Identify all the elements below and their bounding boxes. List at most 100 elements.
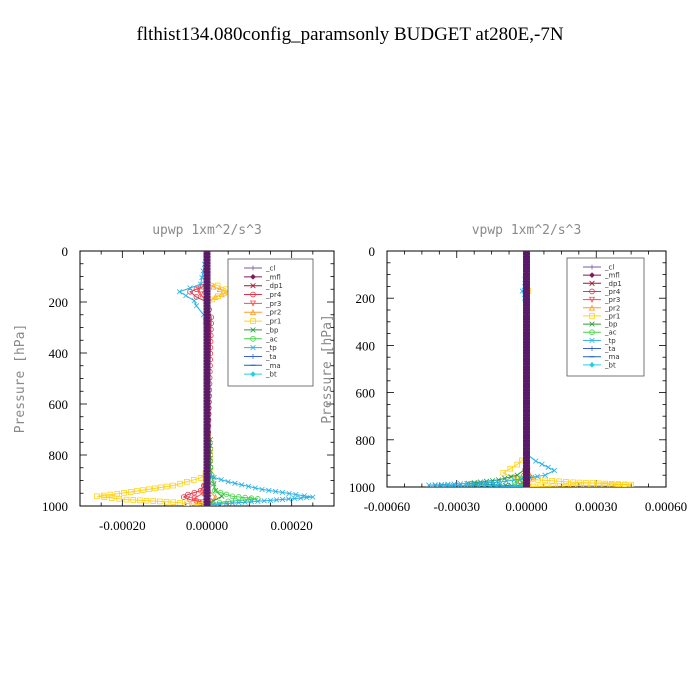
zero-profile-marker <box>203 283 211 287</box>
zero-profile-marker <box>203 448 211 452</box>
series-marker-tp <box>488 483 494 487</box>
series-marker-tp <box>494 483 500 487</box>
panel-title: vpwp 1xm^2/s^3 <box>472 223 582 238</box>
zero-profile-marker <box>523 328 530 332</box>
zero-profile-marker <box>203 258 211 262</box>
zero-profile-marker <box>203 384 211 388</box>
series-marker-pr3 <box>191 495 198 502</box>
zero-profile-marker <box>523 439 530 443</box>
series-marker-tp <box>533 458 539 464</box>
series-marker-pr1 <box>170 499 176 505</box>
zero-profile-marker <box>523 345 530 349</box>
series-marker-tp <box>266 487 272 494</box>
series-marker-tp <box>451 481 457 487</box>
zero-profile-marker <box>203 310 211 314</box>
legend-marker <box>589 346 595 351</box>
series-marker-pr1 <box>170 482 176 489</box>
zero-profile-marker <box>523 263 530 267</box>
legend-entry: _tp <box>604 337 616 345</box>
zero-profile-marker <box>203 408 211 412</box>
x-tick-label: -0.00030 <box>433 499 480 514</box>
legend-box <box>227 258 314 387</box>
series-line-bp <box>468 251 527 487</box>
series-marker-tp <box>489 479 495 486</box>
legend-marker <box>588 296 596 303</box>
series-marker-pr1 <box>576 482 583 487</box>
legend-entry: _ac <box>265 335 278 343</box>
zero-profile-marker <box>203 341 211 345</box>
legend-marker <box>589 264 595 270</box>
series-marker-tp <box>232 480 238 486</box>
series-marker-tp <box>239 482 245 488</box>
zero-profile-marker <box>523 286 530 290</box>
legend-marker <box>250 265 256 271</box>
x-tick-label: -0.00020 <box>99 518 146 533</box>
series-marker-tp <box>495 479 502 485</box>
zero-profile-marker <box>523 411 530 414</box>
series-marker-pr2 <box>210 283 217 290</box>
zero-profile-marker <box>203 420 211 424</box>
series-marker-pr1 <box>530 483 537 487</box>
zero-profile-marker <box>523 251 530 253</box>
zero-profile-marker <box>203 365 211 369</box>
zero-profile-marker <box>203 393 211 397</box>
series-marker-bp <box>210 498 217 504</box>
zero-profile-marker <box>203 433 211 436</box>
series-marker-tp <box>539 461 545 467</box>
zero-profile-marker <box>203 424 211 427</box>
series-marker-tp <box>481 483 488 487</box>
chart-panel-2: vpwp 1xm^2/s^3 Pressure [hPa] 0 200 400 600 80… <box>320 223 687 514</box>
series-marker-tp <box>457 482 463 487</box>
series-marker-tp <box>301 493 308 499</box>
zero-profile-marker <box>203 476 211 479</box>
y-tick-label: 200 <box>49 295 69 310</box>
zero-profile-marker <box>523 473 530 477</box>
series-marker-pr1 <box>543 483 550 487</box>
series-marker-pr3 <box>197 291 204 298</box>
series-marker-ac <box>235 494 242 500</box>
series-marker-pr1 <box>108 495 115 501</box>
legend-entry: _pr1 <box>604 312 620 320</box>
series-marker-pr1 <box>563 479 569 485</box>
series-marker-pr1 <box>158 484 164 491</box>
legend-entry: _bt <box>265 371 277 379</box>
series-marker-tp <box>457 481 464 487</box>
zero-profile-marker <box>203 430 211 433</box>
series-marker-ac <box>210 480 217 486</box>
series-marker-pr1 <box>570 479 576 486</box>
series-marker-tp <box>248 499 255 505</box>
series-marker-pr1 <box>197 475 204 481</box>
series-marker-tp <box>252 485 258 491</box>
series-marker-tp <box>272 488 279 495</box>
zero-profile-marker <box>203 402 211 406</box>
series-marker-pr1 <box>576 479 583 486</box>
zero-profile-marker <box>523 379 530 383</box>
series-marker-pr1 <box>146 486 152 493</box>
zero-profile-marker <box>523 255 530 259</box>
series-marker-tp <box>259 486 265 493</box>
zero-profile-marker <box>203 411 211 415</box>
zero-profile-marker <box>523 405 530 409</box>
zero-profile-marker <box>523 478 530 482</box>
series-marker-pr1 <box>507 465 514 472</box>
series-group <box>426 251 634 487</box>
series-marker-tp <box>432 482 438 487</box>
series-marker-tp <box>438 482 444 487</box>
series-marker-bp <box>514 472 520 478</box>
series-marker-tp <box>483 480 489 486</box>
x-tick-label: 0.00060 <box>645 499 687 514</box>
zero-profile-marker <box>203 399 211 403</box>
x-tick-label: 0.00020 <box>271 518 313 533</box>
zero-profile-marker <box>203 289 211 293</box>
series-marker-pr1 <box>116 495 122 502</box>
zero-profile-marker <box>523 388 530 392</box>
zero-profile-marker <box>203 479 211 482</box>
zero-profile-marker <box>203 460 211 464</box>
zero-profile-marker <box>523 357 530 361</box>
zero-profile-marker <box>523 311 530 315</box>
legend-marker <box>250 291 256 298</box>
zero-profile-marker <box>203 436 211 440</box>
zero-profile-marker <box>203 381 211 384</box>
series-marker-tp <box>476 480 483 486</box>
